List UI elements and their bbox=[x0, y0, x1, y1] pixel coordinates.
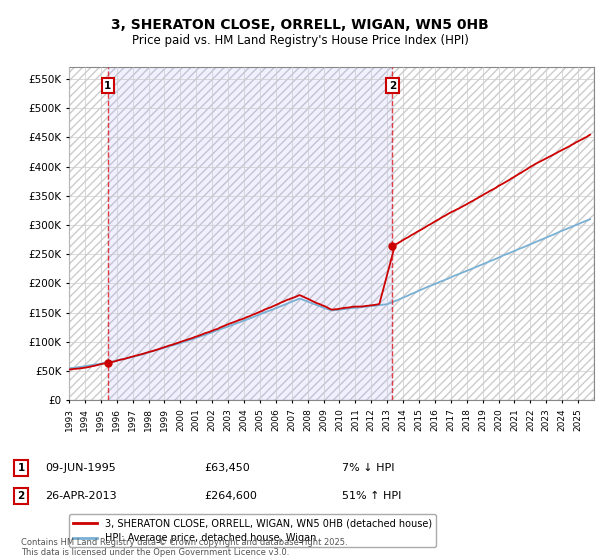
Text: 2: 2 bbox=[17, 491, 25, 501]
Text: 7% ↓ HPI: 7% ↓ HPI bbox=[342, 463, 395, 473]
Text: Contains HM Land Registry data © Crown copyright and database right 2025.
This d: Contains HM Land Registry data © Crown c… bbox=[21, 538, 347, 557]
Text: 3, SHERATON CLOSE, ORRELL, WIGAN, WN5 0HB: 3, SHERATON CLOSE, ORRELL, WIGAN, WN5 0H… bbox=[111, 18, 489, 32]
Text: 1: 1 bbox=[104, 81, 112, 91]
Bar bbox=[108, 67, 392, 400]
Text: 09-JUN-1995: 09-JUN-1995 bbox=[45, 463, 116, 473]
Text: 2: 2 bbox=[389, 81, 396, 91]
Text: £264,600: £264,600 bbox=[204, 491, 257, 501]
Text: 1: 1 bbox=[17, 463, 25, 473]
Text: 26-APR-2013: 26-APR-2013 bbox=[45, 491, 116, 501]
Text: £63,450: £63,450 bbox=[204, 463, 250, 473]
Legend: 3, SHERATON CLOSE, ORRELL, WIGAN, WN5 0HB (detached house), HPI: Average price, : 3, SHERATON CLOSE, ORRELL, WIGAN, WN5 0H… bbox=[69, 515, 436, 547]
Text: 51% ↑ HPI: 51% ↑ HPI bbox=[342, 491, 401, 501]
Text: Price paid vs. HM Land Registry's House Price Index (HPI): Price paid vs. HM Land Registry's House … bbox=[131, 34, 469, 47]
